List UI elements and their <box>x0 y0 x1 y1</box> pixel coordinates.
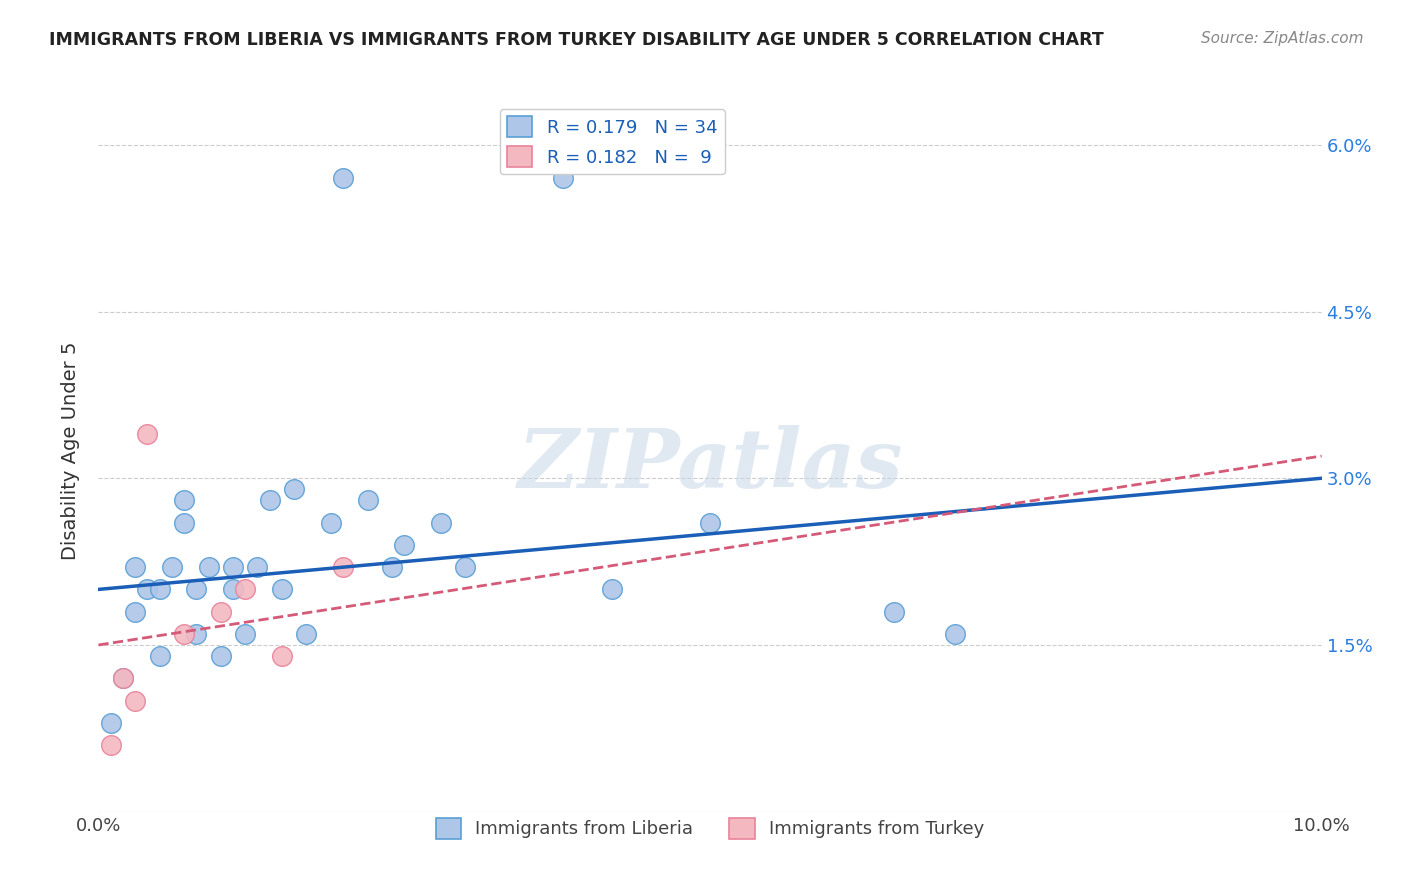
Text: IMMIGRANTS FROM LIBERIA VS IMMIGRANTS FROM TURKEY DISABILITY AGE UNDER 5 CORRELA: IMMIGRANTS FROM LIBERIA VS IMMIGRANTS FR… <box>49 31 1104 49</box>
Point <box>270 582 292 597</box>
Point <box>160 560 183 574</box>
Point <box>233 627 256 641</box>
Point <box>222 582 245 597</box>
Point <box>111 671 134 685</box>
Point <box>173 516 195 530</box>
Point <box>699 516 721 530</box>
Point <box>136 582 159 597</box>
Point <box>295 627 318 641</box>
Point <box>124 560 146 574</box>
Point <box>600 582 623 597</box>
Point <box>283 483 305 497</box>
Point <box>430 516 453 530</box>
Text: Source: ZipAtlas.com: Source: ZipAtlas.com <box>1201 31 1364 46</box>
Point <box>124 693 146 707</box>
Point <box>209 649 232 664</box>
Point <box>149 582 172 597</box>
Point <box>111 671 134 685</box>
Point <box>270 649 292 664</box>
Point <box>136 426 159 441</box>
Point <box>246 560 269 574</box>
Point <box>100 715 122 730</box>
Point <box>553 171 575 186</box>
Point <box>209 605 232 619</box>
Point <box>454 560 477 574</box>
Legend: Immigrants from Liberia, Immigrants from Turkey: Immigrants from Liberia, Immigrants from… <box>429 811 991 846</box>
Point <box>197 560 219 574</box>
Point <box>186 627 208 641</box>
Point <box>259 493 281 508</box>
Point <box>943 627 966 641</box>
Text: ZIPatlas: ZIPatlas <box>517 425 903 505</box>
Point <box>173 627 195 641</box>
Point <box>332 560 354 574</box>
Point <box>233 582 256 597</box>
Point <box>186 582 208 597</box>
Point <box>319 516 342 530</box>
Point <box>149 649 172 664</box>
Y-axis label: Disability Age Under 5: Disability Age Under 5 <box>60 342 80 559</box>
Point <box>332 171 354 186</box>
Point <box>100 738 122 752</box>
Point <box>222 560 245 574</box>
Point <box>124 605 146 619</box>
Point <box>173 493 195 508</box>
Point <box>381 560 404 574</box>
Point <box>356 493 378 508</box>
Point <box>392 538 416 552</box>
Point <box>883 605 905 619</box>
